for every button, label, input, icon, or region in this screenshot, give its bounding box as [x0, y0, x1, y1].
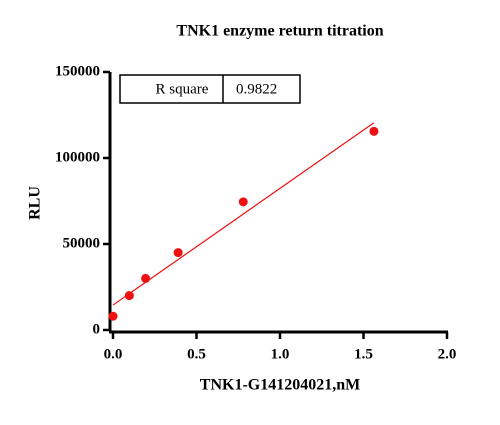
data-point: [369, 126, 379, 136]
annotation-box: [119, 74, 301, 104]
x-tick-label: 2.0: [438, 346, 457, 362]
data-point: [108, 311, 118, 321]
x-tick-label: 0.5: [187, 346, 206, 362]
annotation-label: R square: [156, 81, 209, 97]
x-tick-label: 1.5: [354, 346, 373, 362]
y-axis-label: RLU: [27, 186, 44, 220]
x-tick-label: 1.0: [271, 346, 290, 362]
data-point: [238, 197, 248, 207]
x-axis-label: TNK1-G141204021,nM: [200, 377, 360, 394]
y-tick-label: 50000: [63, 235, 101, 251]
annotation-value: 0.9822: [236, 81, 277, 97]
fit-line: [112, 122, 375, 306]
chart-title: TNK1 enzyme return titration: [176, 23, 383, 40]
x-tick-label: 0.0: [104, 346, 123, 362]
data-point: [173, 248, 183, 258]
data-point: [124, 291, 134, 301]
y-tick-label: 100000: [55, 149, 100, 165]
data-point: [141, 273, 151, 283]
y-tick-label: 0: [93, 321, 101, 337]
y-tick-label: 150000: [55, 63, 100, 79]
